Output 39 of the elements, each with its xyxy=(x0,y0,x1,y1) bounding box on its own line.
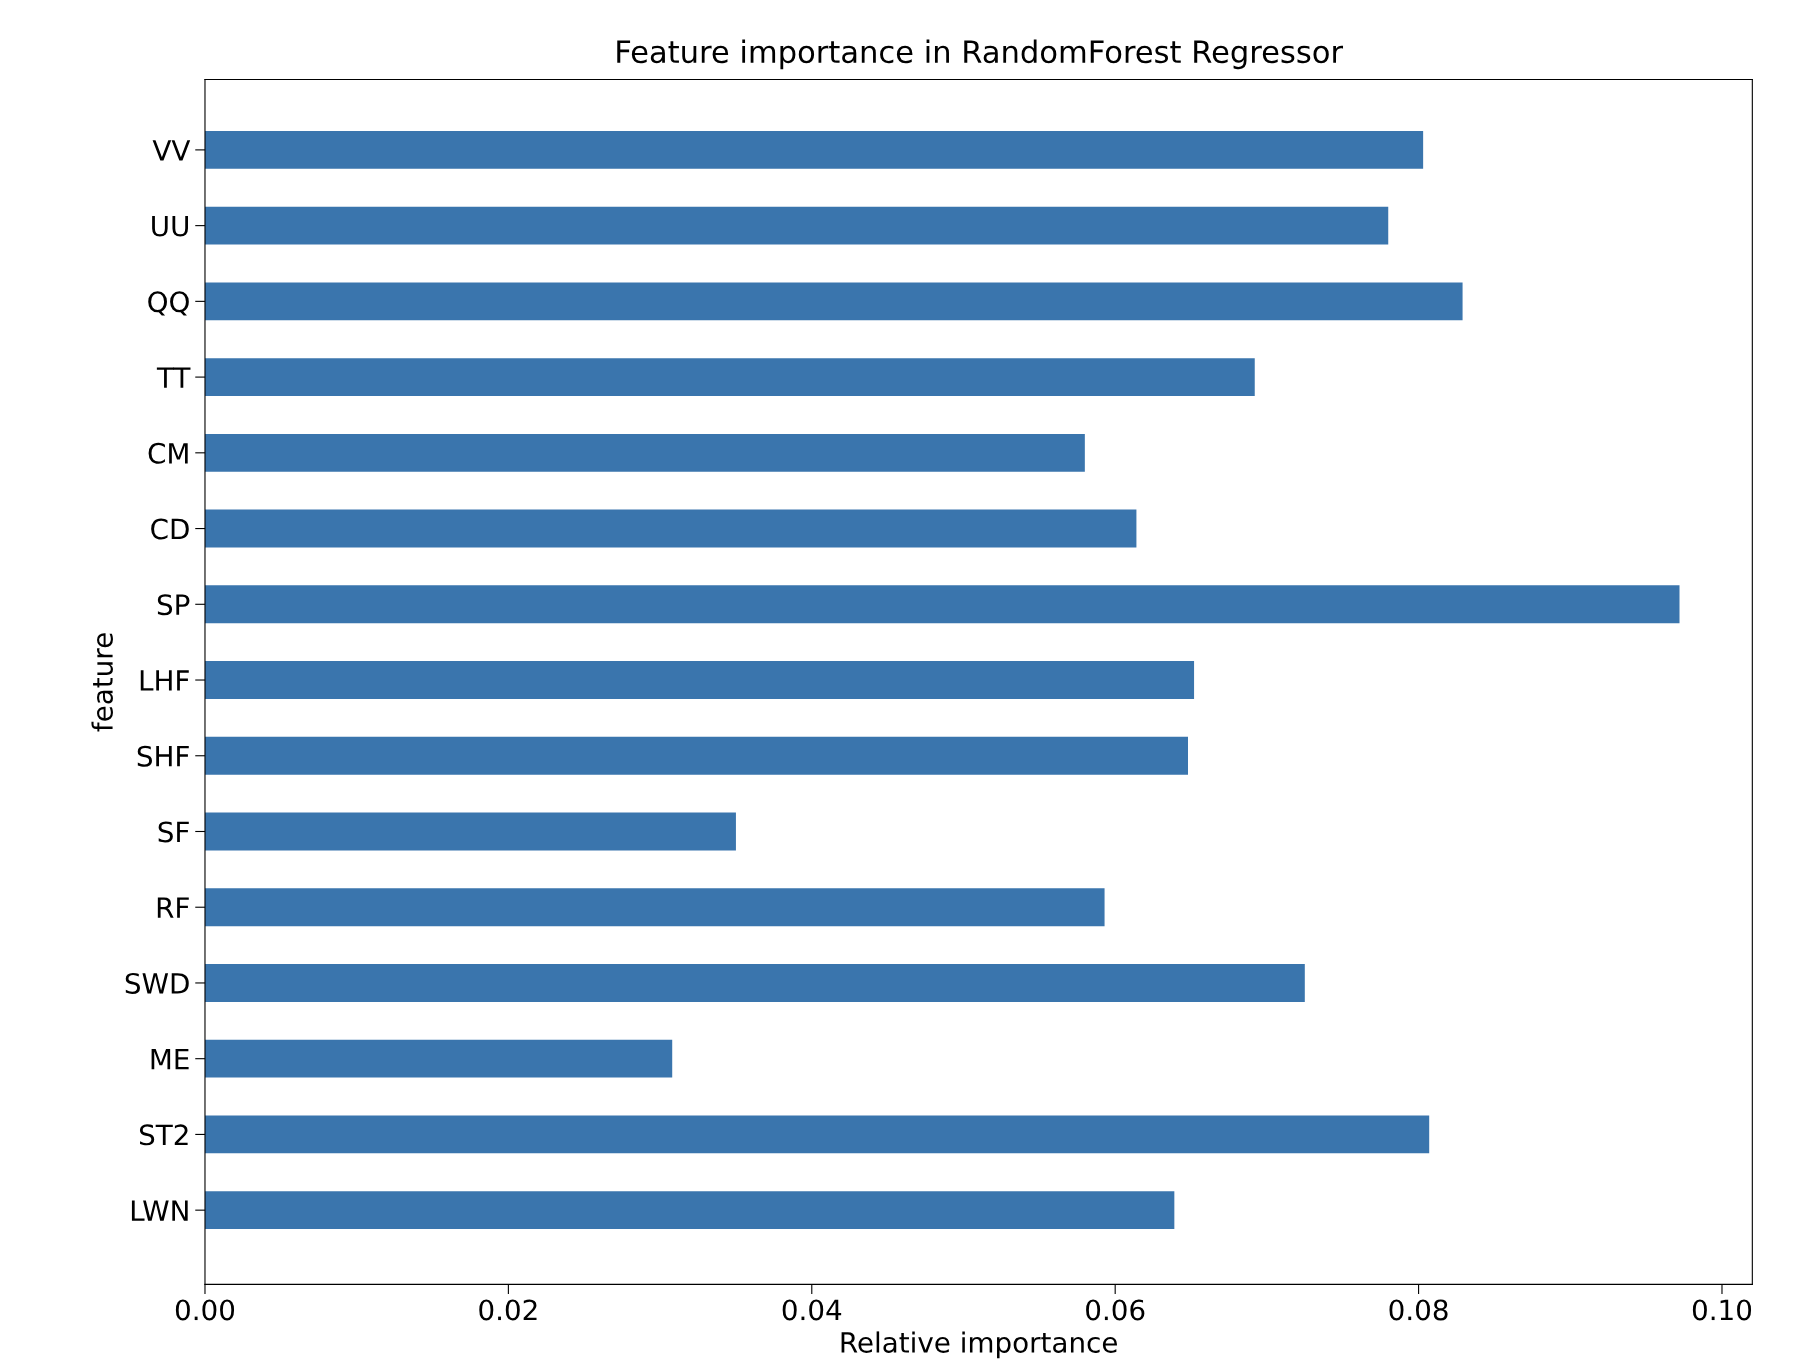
y-tick-label: SP xyxy=(157,594,190,616)
bar xyxy=(204,282,1463,321)
x-tick-label: 0.08 xyxy=(1389,1299,1448,1321)
bar xyxy=(204,585,1680,624)
bar xyxy=(204,1039,673,1078)
y-tick-label: RF xyxy=(157,897,189,918)
bar xyxy=(204,888,1105,927)
x-tick-label: 0.10 xyxy=(1692,1299,1752,1321)
y-tick-label: LHF xyxy=(140,670,189,691)
y-axis-title: feature xyxy=(91,633,113,732)
y-tick-label: QQ xyxy=(148,291,189,316)
bar xyxy=(204,509,1137,548)
x-tick-label: 0.04 xyxy=(782,1299,842,1321)
bar xyxy=(204,736,1188,775)
y-tick-label: ST2 xyxy=(139,1124,188,1146)
y-tick-label: UU xyxy=(152,215,188,237)
bar xyxy=(204,812,736,851)
bar xyxy=(204,661,1195,699)
y-tick-label: SF xyxy=(158,821,189,843)
y-tick-label: VV xyxy=(152,140,191,161)
chart-title: Feature importance in RandomForest Regressor xyxy=(617,39,1344,70)
bar xyxy=(204,1191,1175,1230)
y-tick-label: TT xyxy=(156,367,191,388)
y-tick-label: SWD xyxy=(125,972,189,994)
x-tick-label: 0.00 xyxy=(175,1299,235,1321)
x-axis-title: Relative importance xyxy=(841,1331,1117,1359)
y-tick-label: CD xyxy=(151,518,189,540)
x-tick-label: 0.06 xyxy=(1086,1299,1145,1321)
bar xyxy=(204,433,1085,472)
bar xyxy=(204,1115,1430,1154)
x-tick-label: 0.02 xyxy=(479,1299,537,1321)
y-tick-label: CM xyxy=(148,442,188,464)
y-tick-label: SHF xyxy=(137,745,189,767)
bar xyxy=(204,206,1389,245)
y-tick-label: LWN xyxy=(131,1200,188,1221)
bar xyxy=(204,358,1255,397)
y-tick-label: ME xyxy=(151,1048,189,1070)
bar xyxy=(204,964,1305,1002)
bar xyxy=(204,130,1424,169)
